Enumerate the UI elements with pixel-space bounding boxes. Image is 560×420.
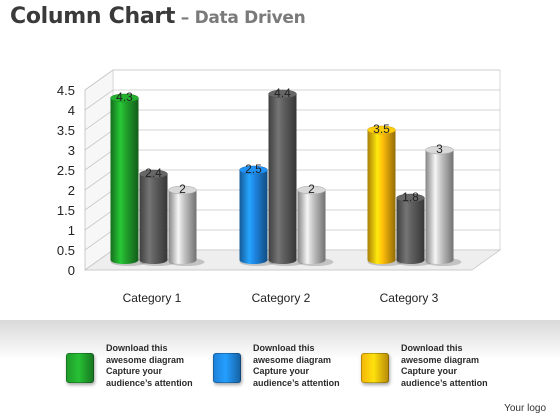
bar [168, 185, 205, 266]
bar-top [396, 193, 425, 203]
bar-top [297, 185, 326, 195]
bar [297, 185, 334, 266]
page-title: Column Chart – Data Driven [10, 4, 306, 29]
legend-text: Download this awesome diagram Capture yo… [401, 343, 488, 388]
bar-top [268, 89, 297, 99]
legend-item-1: Download this awesome diagram Capture yo… [66, 343, 196, 393]
y-tick-label: 4.5 [57, 83, 75, 98]
x-tick-label: Category 2 [252, 291, 311, 305]
data-label: 4.4 [274, 86, 291, 100]
y-tick-label: 3 [68, 143, 75, 158]
x-axis-ticks: Category 1 Category 2 Category 3 [123, 291, 439, 305]
y-axis-ticks: 0 0.5 1 1.5 2 2.5 3 3.5 4 4.5 [57, 83, 75, 278]
bar-body [297, 190, 326, 264]
bar [268, 89, 305, 266]
y-tick-label: 1 [68, 223, 75, 238]
y-tick-label: 0 [68, 263, 75, 278]
gridline [84, 89, 500, 111]
x-tick-label: Category 3 [380, 291, 439, 305]
legend-swatch-green [66, 353, 94, 383]
legend-text: Download this awesome diagram Capture yo… [106, 343, 193, 388]
data-label: 3 [436, 142, 443, 156]
legend-swatch-blue [213, 353, 241, 383]
bar-body [268, 94, 297, 264]
bar-top [110, 93, 139, 103]
data-label: 3.5 [373, 122, 390, 136]
bar-top [239, 165, 268, 175]
bar [425, 145, 462, 266]
bar-top [168, 185, 197, 195]
y-tick-label: 0.5 [57, 243, 75, 258]
y-tick-label: 2.5 [57, 163, 75, 178]
column-chart: 0 0.5 1 1.5 2 2.5 3 3.5 4 4.5 4.3 2.4 2 2.5 4.4 2 3.5 1.… [57, 69, 502, 305]
data-labels: 4.3 2.4 2 2.5 4.4 2 3.5 1.8 3 [116, 86, 443, 204]
bar-body [110, 98, 139, 264]
footer-logo-text: Your logo [504, 403, 546, 414]
chart-bars [110, 89, 462, 266]
bar [139, 169, 176, 266]
bar-top [139, 169, 168, 179]
y-tick-label: 4 [68, 103, 75, 118]
bar [239, 165, 276, 266]
title-separator: – [175, 8, 195, 28]
gridline [84, 69, 500, 91]
bar-body [367, 130, 396, 264]
data-label: 1.8 [402, 190, 419, 204]
y-tick-label: 1.5 [57, 203, 75, 218]
data-label: 2 [179, 182, 186, 196]
bar-body [396, 198, 425, 264]
y-tick-label: 3.5 [57, 123, 75, 138]
bar-body [239, 170, 268, 264]
data-label: 4.3 [116, 90, 133, 104]
data-label: 2 [308, 182, 315, 196]
bar [396, 193, 433, 266]
legend-text: Download this awesome diagram Capture yo… [253, 343, 340, 388]
bar [367, 125, 404, 266]
bar-top [367, 125, 396, 135]
data-label: 2.5 [245, 162, 262, 176]
legend-item-3: Download this awesome diagram Capture yo… [361, 343, 491, 393]
data-label: 2.4 [145, 166, 162, 180]
bar-body [139, 174, 168, 264]
bar [110, 93, 147, 266]
y-tick-label: 2 [68, 183, 75, 198]
bar-body [168, 190, 197, 264]
x-tick-label: Category 1 [123, 291, 182, 305]
bar-body [425, 150, 454, 264]
title-sub: Data Driven [194, 8, 306, 28]
legend-item-2: Download this awesome diagram Capture yo… [213, 343, 343, 393]
title-main: Column Chart [10, 4, 176, 29]
bar-top [425, 145, 454, 155]
legend-swatch-yellow [361, 353, 389, 383]
